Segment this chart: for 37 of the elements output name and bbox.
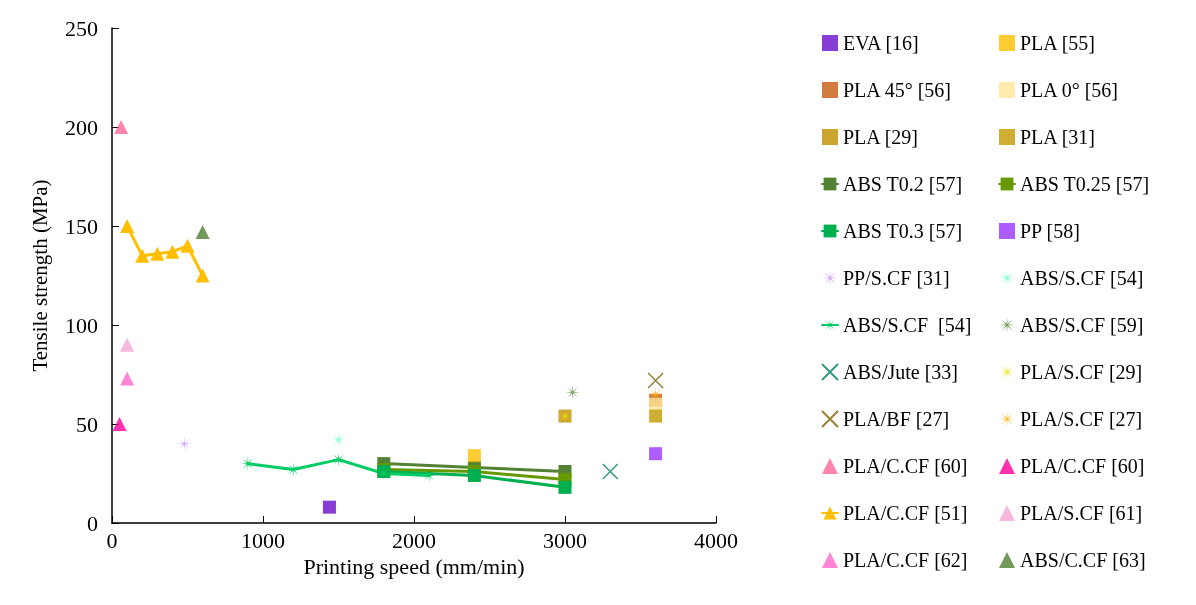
x-tick-label: 4000: [694, 527, 738, 553]
legend-label: PLA/C.CF [62]: [843, 549, 968, 571]
legend-label: ABS/S.CF [59]: [1020, 314, 1144, 336]
legend-label: ABS/S.CF [54]: [1020, 267, 1144, 289]
legend-label: PLA/S.CF [29]: [1020, 361, 1143, 383]
x-tick-label: 2000: [392, 527, 436, 553]
legend-label: PLA 0° [56]: [1020, 79, 1118, 101]
legend-label: PLA/C.CF [60]: [1020, 455, 1145, 477]
y-tick-label: 50: [76, 411, 98, 437]
legend-label: ABS T0.25 [57]: [1020, 173, 1150, 195]
legend-label: PLA 45° [56]: [843, 79, 951, 101]
y-tick-label: 250: [65, 15, 98, 41]
legend-label: ABS/S.CF [54]: [843, 314, 972, 336]
x-tick-label: 0: [106, 527, 118, 553]
y-tick-label: 200: [65, 114, 98, 140]
legend-label: PLA/BF [27]: [843, 408, 950, 430]
legend-label: PLA/C.CF [60]: [843, 455, 968, 477]
legend-label: ABS T0.2 [57]: [843, 173, 963, 195]
legend-label: PLA [29]: [843, 126, 918, 148]
legend-label: ABS T0.3 [57]: [843, 220, 963, 242]
legend-label: PP [58]: [1020, 220, 1080, 242]
legend-label: EVA [16]: [843, 32, 919, 54]
legend-label: PLA/C.CF [51]: [843, 502, 968, 524]
x-tick-label: 1000: [241, 527, 285, 553]
y-tick-label: 100: [65, 312, 98, 338]
legend-label: PLA [55]: [1020, 32, 1095, 54]
legend-label: PLA [31]: [1020, 126, 1095, 148]
legend-label: PLA/S.CF [27]: [1020, 408, 1143, 430]
legend-label: PP/S.CF [31]: [843, 267, 950, 289]
legend-label: ABS/Jute [33]: [843, 361, 958, 383]
legend-label: ABS/C.CF [63]: [1020, 549, 1146, 571]
legend-label: PLA/S.CF [61]: [1020, 502, 1143, 524]
y-axis-title: Tensile strength (MPa): [27, 179, 52, 372]
y-tick-label: 150: [65, 213, 98, 239]
x-axis-title: Printing speed (mm/min): [303, 554, 525, 580]
y-tick-label: 0: [87, 510, 98, 536]
x-tick-label: 3000: [543, 527, 587, 553]
